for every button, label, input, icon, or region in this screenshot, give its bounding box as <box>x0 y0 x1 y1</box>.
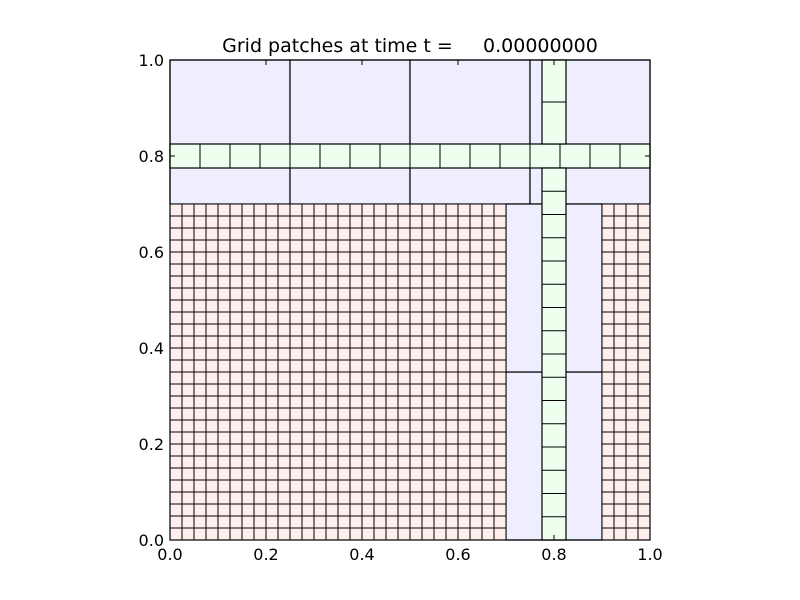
patch-fill <box>289 59 411 205</box>
y-tick-label: 1.0 <box>139 51 164 70</box>
y-tick-label: 0.4 <box>139 339 164 358</box>
y-tick-label: 0.6 <box>139 243 164 262</box>
y-tick-label: 0.8 <box>139 147 164 166</box>
x-tick-label: 0.0 <box>157 545 182 564</box>
patch-level-1 <box>289 59 411 205</box>
x-tick-label: 0.6 <box>445 545 470 564</box>
patch-level-3 <box>601 203 651 541</box>
y-tick-label: 0.0 <box>139 531 164 550</box>
patch-level-1 <box>409 59 531 205</box>
patch-level-2 <box>541 59 567 145</box>
patch-fill <box>169 59 291 205</box>
tick-layer: 0.0 0.2 0.4 0.6 0.8 1.0 0.0 0.2 0.4 0.6 0.8 1.0 <box>139 51 663 564</box>
x-tick-label: 1.0 <box>637 545 662 564</box>
y-tick-label: 0.2 <box>139 435 164 454</box>
x-tick-label: 0.8 <box>541 545 566 564</box>
x-tick-label: 0.2 <box>253 545 278 564</box>
patch-layer <box>169 59 651 541</box>
patch-level-3 <box>169 203 507 541</box>
x-tick-label: 0.4 <box>349 545 374 564</box>
plot-frame <box>169 59 651 541</box>
patch-level-2 <box>169 143 651 169</box>
chart-title: Grid patches at time t = 0.00000000 <box>222 35 598 57</box>
patch-level-1 <box>169 59 291 205</box>
patch-fill <box>409 59 531 205</box>
patch-level-2 <box>541 167 567 541</box>
